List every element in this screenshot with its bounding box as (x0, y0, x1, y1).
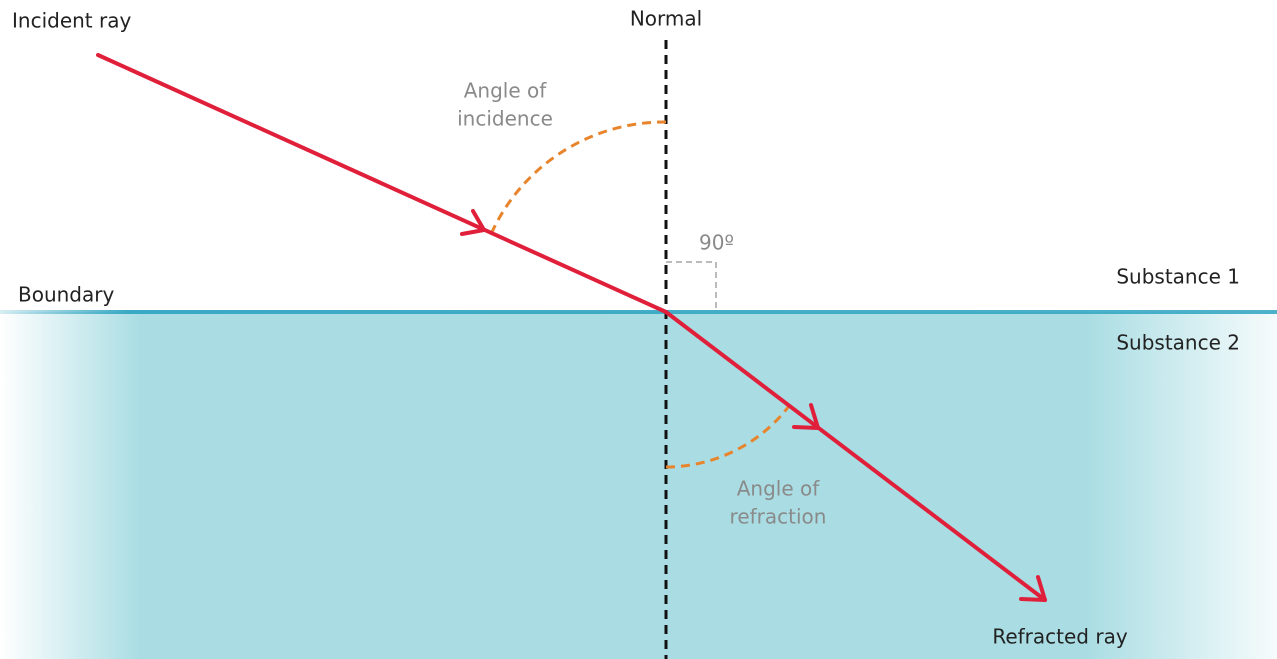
angle-label: refraction (730, 505, 827, 529)
refraction-arc (665, 405, 791, 469)
angle-label: Angle of (464, 79, 548, 103)
boundary-label: Boundary (18, 283, 114, 307)
arrowhead (460, 209, 486, 236)
substance-1-label: Substance 1 (1116, 265, 1240, 289)
incident-ray-label: Incident ray (12, 9, 131, 33)
refracted-ray-label: Refracted ray (992, 625, 1127, 649)
angle-label: Angle of (737, 477, 821, 501)
right-angle-marker (666, 261, 717, 312)
arrowhead (1019, 575, 1047, 602)
refracted-ray (664, 310, 1047, 602)
right-angle-label: 90º (699, 231, 734, 255)
arrowhead (792, 403, 820, 430)
substance-2-label: Substance 2 (1116, 331, 1240, 355)
boundary-line (0, 310, 1277, 314)
substance-2-area (0, 312, 1277, 659)
angle-label: incidence (457, 107, 553, 131)
normal-label: Normal (630, 7, 702, 31)
incident-ray (96, 53, 668, 314)
incidence-arc (490, 120, 667, 233)
